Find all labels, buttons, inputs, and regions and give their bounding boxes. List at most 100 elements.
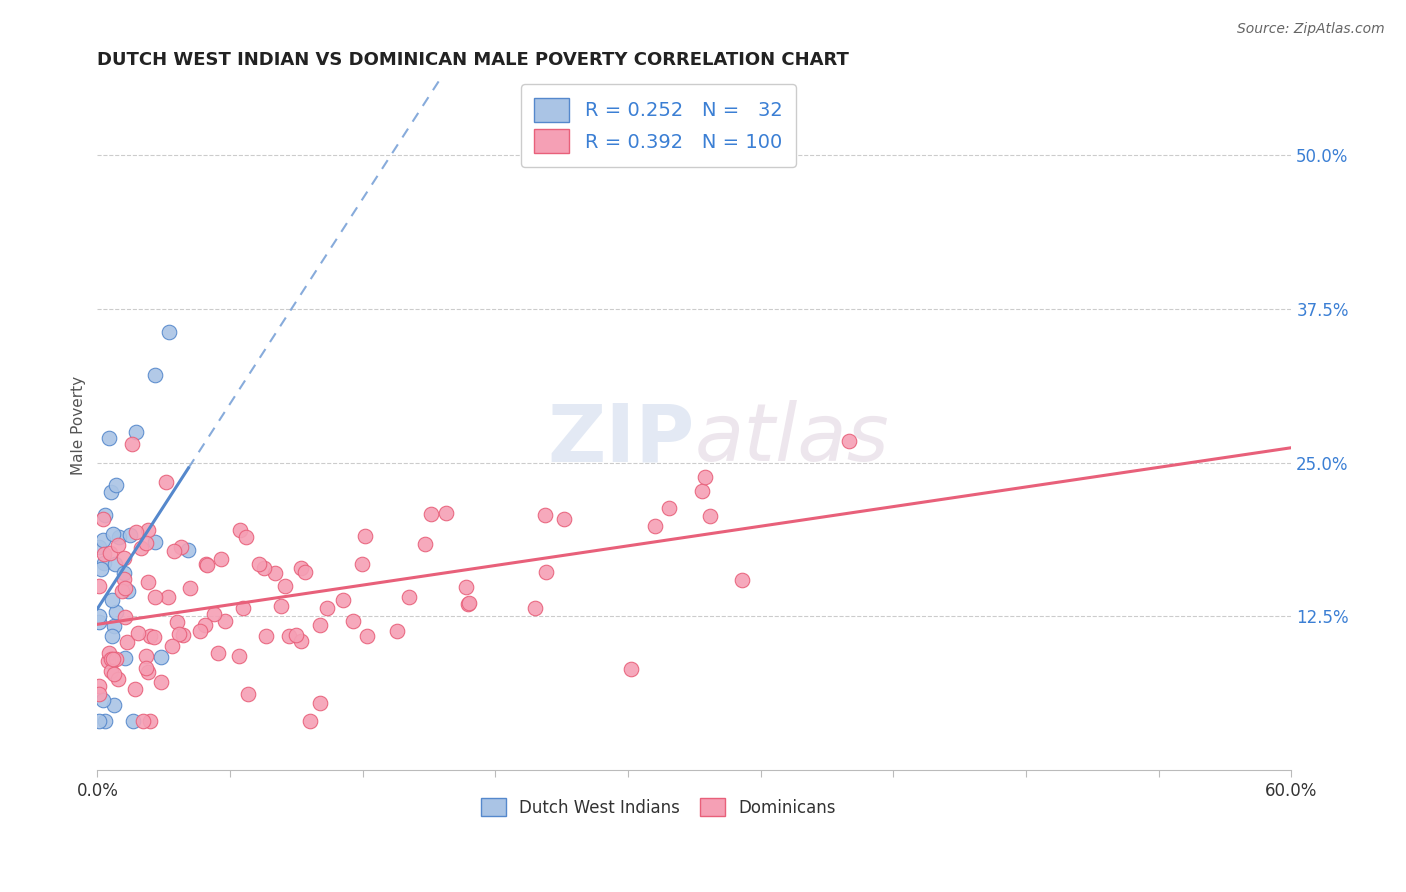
Point <box>93 547 115 561</box>
Point <box>188 624 211 638</box>
Point <box>91 533 114 547</box>
Point <box>135 536 157 550</box>
Point <box>270 599 292 614</box>
Point <box>97 431 120 445</box>
Point <box>232 601 254 615</box>
Point <box>456 580 478 594</box>
Point <box>94 508 117 523</box>
Point <box>131 541 153 555</box>
Point <box>91 512 114 526</box>
Point <box>299 714 322 728</box>
Point <box>170 540 193 554</box>
Point <box>89 540 111 554</box>
Point <box>93 556 115 570</box>
Point <box>105 606 128 620</box>
Point <box>309 696 332 710</box>
Point <box>91 693 114 707</box>
Point <box>620 662 643 676</box>
Point <box>354 529 377 543</box>
Point <box>290 634 312 648</box>
Point <box>121 437 143 451</box>
Point <box>352 557 374 571</box>
Point <box>254 629 277 643</box>
Point <box>122 714 145 728</box>
Point <box>457 597 479 611</box>
Point <box>143 368 166 383</box>
Point <box>149 674 172 689</box>
Point <box>100 651 122 665</box>
Point <box>195 558 218 572</box>
Point <box>100 665 122 679</box>
Point <box>107 672 129 686</box>
Point <box>114 650 136 665</box>
Point <box>228 523 250 537</box>
Point <box>309 617 332 632</box>
Point <box>97 654 120 668</box>
Point <box>136 665 159 679</box>
Point <box>163 544 186 558</box>
Point <box>138 630 160 644</box>
Point <box>284 627 307 641</box>
Point <box>387 624 409 638</box>
Point <box>236 687 259 701</box>
Point <box>114 581 136 595</box>
Point <box>553 512 575 526</box>
Point <box>294 565 316 579</box>
Point <box>104 557 127 571</box>
Point <box>644 518 666 533</box>
Point <box>89 679 111 693</box>
Point <box>142 630 165 644</box>
Point <box>103 619 125 633</box>
Point <box>117 583 139 598</box>
Point <box>103 667 125 681</box>
Point <box>434 507 457 521</box>
Point <box>695 470 717 484</box>
Text: DUTCH WEST INDIAN VS DOMINICAN MALE POVERTY CORRELATION CHART: DUTCH WEST INDIAN VS DOMINICAN MALE POVE… <box>97 51 849 69</box>
Point <box>150 650 173 665</box>
Point <box>115 634 138 648</box>
Point <box>157 326 180 340</box>
Point <box>89 608 111 623</box>
Point <box>120 527 142 541</box>
Point <box>127 626 149 640</box>
Point <box>143 535 166 549</box>
Point <box>214 614 236 628</box>
Point <box>100 485 122 500</box>
Point <box>235 530 257 544</box>
Point <box>194 618 217 632</box>
Point <box>89 579 111 593</box>
Point <box>533 508 555 523</box>
Point <box>112 573 135 587</box>
Point <box>277 629 299 643</box>
Point <box>730 574 752 588</box>
Point <box>111 584 134 599</box>
Point <box>209 552 232 566</box>
Text: atlas: atlas <box>695 401 889 478</box>
Point <box>177 542 200 557</box>
Point <box>690 483 713 498</box>
Point <box>90 562 112 576</box>
Point <box>160 640 183 654</box>
Point <box>104 478 127 492</box>
Point <box>107 538 129 552</box>
Point <box>658 501 681 516</box>
Point <box>136 574 159 589</box>
Point <box>103 698 125 713</box>
Point <box>100 629 122 643</box>
Point <box>356 629 378 643</box>
Point <box>103 526 125 541</box>
Point <box>94 714 117 728</box>
Point <box>98 546 121 560</box>
Point <box>155 475 177 490</box>
Point <box>413 537 436 551</box>
Point <box>342 614 364 628</box>
Legend: Dutch West Indians, Dominicans: Dutch West Indians, Dominicans <box>474 791 842 823</box>
Point <box>101 592 124 607</box>
Point <box>458 596 481 610</box>
Y-axis label: Male Poverty: Male Poverty <box>72 376 86 475</box>
Point <box>172 628 194 642</box>
Point <box>139 714 162 728</box>
Point <box>179 581 201 595</box>
Point <box>114 609 136 624</box>
Point <box>838 434 860 448</box>
